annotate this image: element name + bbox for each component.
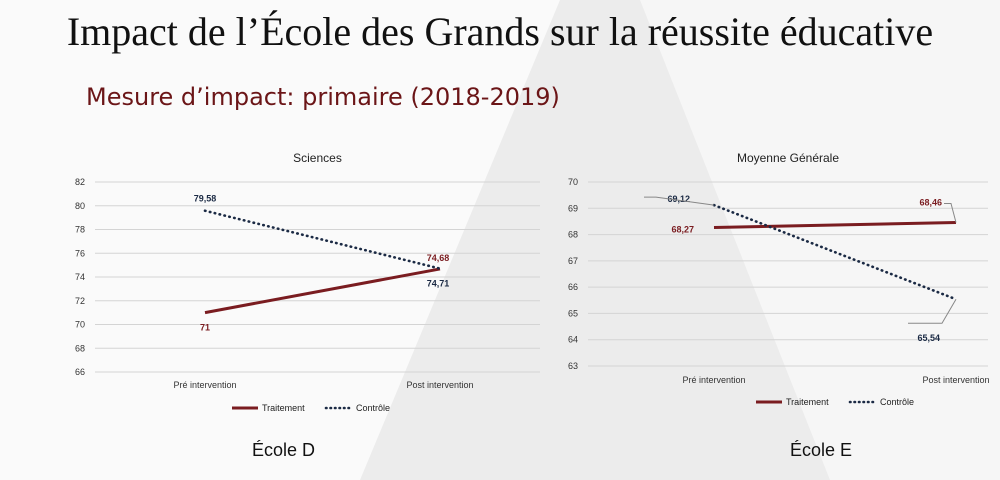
slide-title: Impact de l’École des Grands sur la réus… xyxy=(66,9,934,54)
y-tick-label: 72 xyxy=(75,296,85,306)
series-line-traitement xyxy=(713,220,957,229)
slide-subtitle: Mesure d’impact: primaire (2018-2019) xyxy=(86,83,560,111)
x-tick-label: Post intervention xyxy=(922,375,989,385)
data-label: 69,12 xyxy=(667,194,690,204)
y-tick-label: 64 xyxy=(568,335,578,345)
leader-line xyxy=(644,196,715,206)
data-label: 68,46 xyxy=(919,197,942,207)
y-tick-label: 66 xyxy=(75,367,85,377)
legend-label-controle: Contrôle xyxy=(880,397,914,407)
y-tick-label: 76 xyxy=(75,248,85,258)
y-tick-label: 66 xyxy=(568,282,578,292)
chart-title: Moyenne Générale xyxy=(737,151,839,165)
data-label: 74,68 xyxy=(427,253,450,263)
chart-sciences: Sciences 66 68 70 72 74 76 78 80 82 Pré interventi… xyxy=(75,151,540,413)
x-tick-label: Post intervention xyxy=(406,380,473,390)
y-tick-label: 74 xyxy=(75,272,85,282)
y-tick-label: 63 xyxy=(568,361,578,371)
y-tick-label: 82 xyxy=(75,177,85,187)
chart-moyenne-generale: Moyenne Générale 63 64 65 66 67 68 69 70 Pré inte… xyxy=(568,151,990,407)
data-label: 74,71 xyxy=(427,279,450,289)
legend-label-controle: Contrôle xyxy=(356,403,390,413)
legend-label-traitement: Traitement xyxy=(262,403,305,413)
y-tick-label: 69 xyxy=(568,203,578,213)
series-line-controle xyxy=(203,209,442,270)
data-label: 65,54 xyxy=(917,333,940,343)
data-label: 71 xyxy=(200,323,210,333)
chart-title: Sciences xyxy=(293,151,342,165)
y-tick-label: 70 xyxy=(75,320,85,330)
legend-label-traitement: Traitement xyxy=(786,397,829,407)
data-label: 79,58 xyxy=(194,194,217,204)
x-tick-label: Pré intervention xyxy=(173,380,236,390)
caption-ecole-d: École D xyxy=(252,440,316,460)
x-tick-label: Pré intervention xyxy=(682,375,745,385)
y-tick-label: 80 xyxy=(75,201,85,211)
y-tick-label: 70 xyxy=(568,177,578,187)
y-tick-label: 65 xyxy=(568,308,578,318)
y-tick-label: 67 xyxy=(568,256,578,266)
background-band-right xyxy=(560,0,1000,480)
series-line-traitement xyxy=(204,267,441,315)
leader-line xyxy=(908,298,957,324)
caption-ecole-e: École E xyxy=(790,440,853,460)
y-tick-label: 78 xyxy=(75,225,85,235)
y-tick-label: 68 xyxy=(568,230,578,240)
y-tick-label: 68 xyxy=(75,343,85,353)
data-label: 68,27 xyxy=(671,224,694,234)
background-band-left xyxy=(0,0,560,480)
series-line-controle xyxy=(712,203,958,301)
leader-line xyxy=(944,202,957,223)
